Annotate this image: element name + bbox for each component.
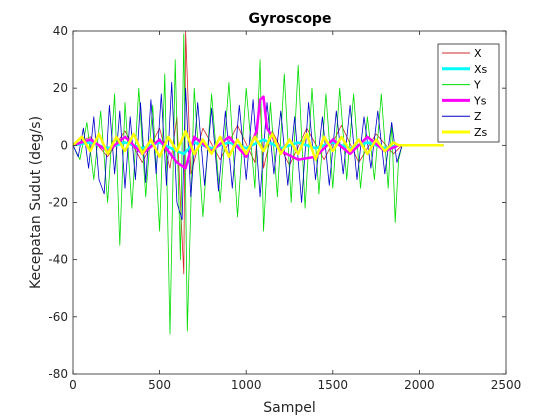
series-line-y (73, 33, 444, 335)
y-tick-label: 40 (53, 24, 68, 38)
legend-label-z: Z (474, 110, 482, 123)
legend-label-x: X (474, 47, 482, 60)
legend-label-xs: Xs (474, 63, 488, 76)
legend-label-zs: Zs (474, 126, 488, 139)
x-tick-label: 500 (148, 378, 171, 392)
x-tick-label: 0 (69, 378, 77, 392)
x-tick-label: 1000 (231, 378, 262, 392)
x-tick-label: 1500 (318, 378, 349, 392)
legend-label-y: Y (473, 79, 481, 92)
series-layer (73, 31, 444, 335)
x-tick-label: 2000 (404, 378, 435, 392)
ticks-layer: 0 500 1000 1500 2000 2500 -80 -60 -40 -20 0 20 40 (48, 24, 521, 392)
y-tick-label: -60 (48, 310, 68, 324)
y-tick-label: -40 (48, 253, 68, 267)
x-axis-label: Sampel (263, 400, 316, 416)
legend: X Xs Y Ys Z Zs (437, 43, 500, 143)
y-tick-label: -20 (48, 196, 68, 210)
x-tick-label: 2500 (491, 378, 522, 392)
legend-box (437, 43, 500, 143)
y-tick-label: 20 (53, 81, 68, 95)
legend-label-ys: Ys (473, 94, 487, 107)
series-line-z (73, 82, 444, 221)
chart-title: Gyroscope (249, 11, 332, 27)
plot-area (73, 31, 506, 374)
y-axis-label: Kecepatan Sudut (deg/s) (28, 116, 44, 289)
y-tick-label: -80 (48, 367, 68, 381)
series-line-zs (73, 129, 444, 161)
y-tick-label: 0 (60, 138, 68, 152)
